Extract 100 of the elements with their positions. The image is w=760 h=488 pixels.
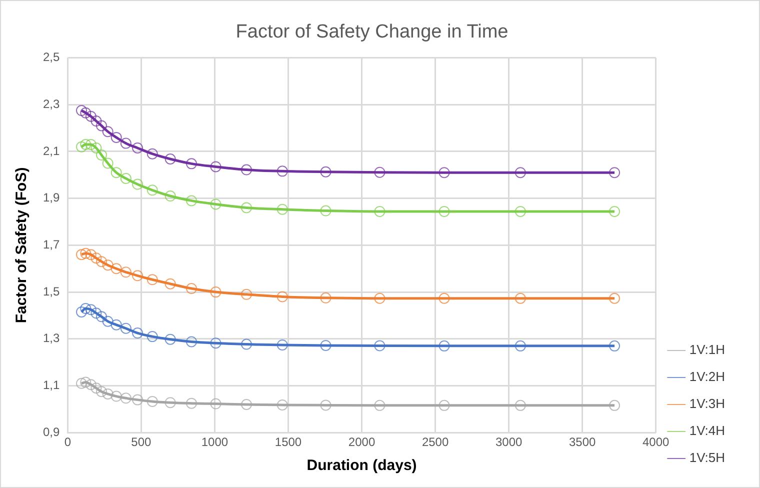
y-tick-label: 2,5 <box>42 50 60 64</box>
point <box>76 141 88 152</box>
point <box>146 184 158 196</box>
point <box>438 292 450 304</box>
point <box>210 286 222 298</box>
point <box>276 204 288 215</box>
point <box>85 138 96 150</box>
point <box>164 153 176 164</box>
point <box>320 340 332 351</box>
point <box>76 105 88 116</box>
point <box>514 292 526 304</box>
point <box>85 110 96 122</box>
point <box>102 260 114 271</box>
y-tick-label: 0,9 <box>42 424 60 439</box>
point <box>96 256 107 268</box>
point <box>609 400 620 411</box>
point <box>146 396 158 407</box>
point <box>240 338 252 350</box>
point <box>90 382 102 394</box>
point <box>110 319 122 330</box>
point <box>320 166 332 178</box>
point <box>186 398 197 409</box>
point <box>438 400 450 411</box>
point <box>514 340 526 352</box>
point <box>240 164 252 176</box>
point <box>609 292 620 304</box>
x-tick-label: 1500 <box>274 435 302 450</box>
point <box>320 205 332 216</box>
point <box>76 378 88 389</box>
point <box>110 167 122 178</box>
point <box>132 178 144 190</box>
y-tick-label: 1,1 <box>42 378 60 392</box>
point <box>276 339 288 350</box>
point <box>186 283 197 294</box>
point <box>102 388 114 400</box>
point <box>90 142 102 154</box>
point <box>102 316 114 327</box>
point <box>514 167 526 178</box>
point <box>514 206 526 217</box>
point <box>438 206 450 217</box>
point <box>110 263 122 274</box>
y-tick-label: 2,1 <box>42 144 60 158</box>
point <box>132 270 144 282</box>
point <box>374 206 386 217</box>
point <box>164 334 176 345</box>
point <box>96 120 107 132</box>
x-tick-label: 3000 <box>495 435 522 450</box>
point <box>276 399 288 410</box>
y-tick-label: 1,7 <box>42 238 60 252</box>
point <box>514 400 526 411</box>
point <box>164 190 176 202</box>
point <box>146 148 158 160</box>
point <box>90 116 102 127</box>
point <box>132 142 144 154</box>
point <box>80 248 92 259</box>
point <box>374 292 386 304</box>
point <box>609 167 620 178</box>
point <box>120 266 132 278</box>
point <box>120 138 132 149</box>
point <box>210 161 222 172</box>
x-tick-label: 1000 <box>201 435 228 450</box>
point <box>76 306 88 318</box>
point <box>110 132 122 143</box>
y-axis-title: Factor of Safety (FoS) <box>13 167 30 324</box>
point <box>374 400 386 411</box>
legend-label: 1V:5H <box>689 450 726 466</box>
point <box>90 252 102 264</box>
point <box>132 394 144 406</box>
point <box>374 166 386 178</box>
point <box>90 308 102 319</box>
legend-label: 1V:1H <box>689 342 726 358</box>
point <box>96 386 107 398</box>
point <box>609 340 620 352</box>
point <box>96 311 107 322</box>
point <box>102 126 114 138</box>
point <box>146 274 158 286</box>
point <box>240 398 252 410</box>
point <box>210 398 222 410</box>
point <box>80 138 92 150</box>
x-axis-title: Duration (days) <box>306 457 417 474</box>
point <box>76 249 88 260</box>
point <box>80 302 92 314</box>
point <box>320 400 332 411</box>
legend-label: 1V:2H <box>689 369 726 384</box>
point <box>146 331 158 342</box>
point <box>85 304 96 316</box>
point <box>96 150 107 161</box>
point <box>210 198 222 210</box>
point <box>438 167 450 178</box>
point <box>276 291 288 302</box>
x-tick-label: 500 <box>131 435 152 450</box>
point <box>80 107 92 118</box>
x-tick-label: 3500 <box>568 435 596 450</box>
x-tick-label: 0 <box>64 435 72 450</box>
legend-label: 1V:3H <box>689 396 726 412</box>
point <box>164 397 176 408</box>
point <box>210 338 222 349</box>
point <box>374 340 386 352</box>
y-tick-label: 1,9 <box>42 190 60 205</box>
point <box>609 206 620 217</box>
